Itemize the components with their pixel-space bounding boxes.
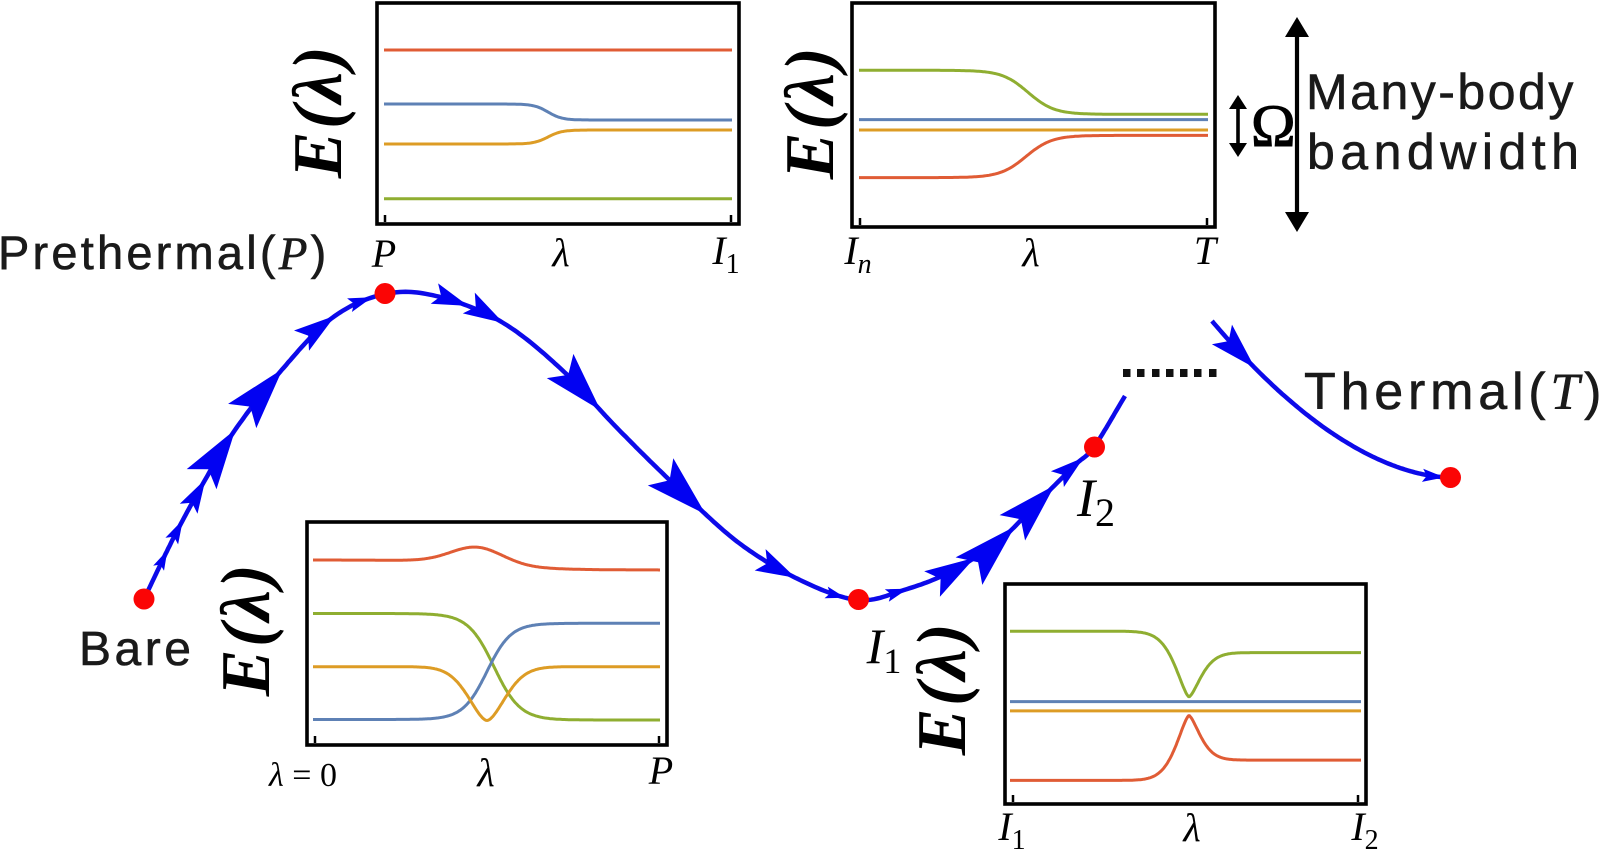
svg-text:E(λ): E(λ): [904, 621, 981, 756]
svg-text:bandwidth: bandwidth: [1307, 124, 1584, 180]
svg-text:P: P: [371, 231, 396, 276]
svg-text:λ: λ: [476, 750, 494, 795]
svg-text:I1: I1: [711, 228, 739, 280]
svg-text:λ: λ: [1182, 805, 1200, 850]
svg-text:λ: λ: [1021, 230, 1039, 275]
svg-text:E(λ): E(λ): [208, 562, 285, 697]
svg-text:Many-body: Many-body: [1306, 64, 1576, 120]
svg-text:λ = 0: λ = 0: [268, 757, 337, 794]
svg-text:Bare: Bare: [79, 623, 194, 676]
svg-text:E(λ): E(λ): [772, 45, 849, 180]
svg-text:E(λ): E(λ): [280, 44, 357, 179]
svg-text:T: T: [1194, 228, 1219, 273]
svg-text:Thermal(T): Thermal(T): [1304, 363, 1600, 421]
svg-text:Prethermal(P): Prethermal(P): [0, 226, 330, 280]
svg-text:λ: λ: [551, 230, 569, 275]
svg-text:Ω: Ω: [1251, 93, 1296, 159]
svg-text:In: In: [843, 228, 871, 280]
svg-text:P: P: [648, 748, 673, 793]
